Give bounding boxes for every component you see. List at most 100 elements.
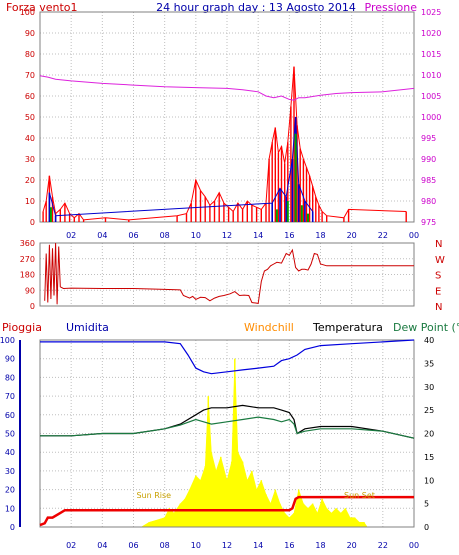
humidity-tick-label: 10: [5, 504, 15, 513]
temperature-tick-label: 10: [424, 476, 434, 485]
wind-pressure-x-tick-label: 22: [378, 231, 388, 240]
wind-speed-tick-label: 20: [25, 176, 35, 185]
wind-pressure-x-tick-label: 14: [253, 231, 263, 240]
compass-label: E: [435, 286, 441, 297]
pressure-tick-label: 995: [421, 134, 436, 143]
solar-spikes: [148, 358, 365, 527]
wind-direction-tick-label: 360: [20, 239, 35, 248]
humidity-temperature-panel: 0102030405060708090100051015202530354002…: [0, 336, 434, 550]
wind-pressure-x-tick-label: 16: [284, 231, 294, 240]
pressure-tick-label: 1025: [421, 8, 441, 17]
wind-speed-tick-label: 100: [20, 8, 35, 17]
wind-pressure-x-tick-label: 02: [66, 231, 76, 240]
wind-speed-tick-label: 50: [25, 113, 35, 122]
wind-gust-series: [48, 116, 314, 217]
temperature-tick-label: 20: [424, 430, 434, 439]
humidity-temperature-x-tick-label: 20: [347, 541, 357, 550]
wind-direction-tick-label: 90: [25, 286, 35, 295]
wind-speed-bars: [42, 66, 407, 222]
wind-speed-tick-label: 10: [25, 197, 35, 206]
humidity-temperature-x-tick-label: 02: [66, 541, 76, 550]
graph-title: 24 hour graph day : 13 Agosto 2014: [156, 1, 356, 14]
wind-pressure-x-tick-label: 10: [191, 231, 201, 240]
pressure-tick-label: 980: [421, 197, 436, 206]
humidity-temperature-x-tick-label: 06: [128, 541, 138, 550]
temperature-tick-label: 5: [424, 500, 429, 509]
humidity-temperature-x-tick-label: 18: [315, 541, 325, 550]
humidity-tick-label: 70: [5, 392, 15, 401]
wind-direction-frame: [39, 242, 415, 307]
humidity-tick-label: 20: [5, 486, 15, 495]
wind-lull-bars: [49, 133, 309, 222]
wind-pressure-frame: [39, 11, 415, 223]
humidity-tick-label: 50: [5, 430, 15, 439]
pressure-tick-label: 1015: [421, 50, 441, 59]
wind-speed-tick-label: 80: [25, 50, 35, 59]
wind-pressure-x-tick-label: 04: [97, 231, 107, 240]
wind-speed-tick-label: 90: [25, 29, 35, 38]
pressure-series: [39, 75, 415, 101]
wind-speed-tick-label: 40: [25, 134, 35, 143]
humidity-temperature-x-tick-label: 12: [222, 541, 232, 550]
temperature-tick-label: 40: [424, 336, 434, 345]
wind-direction-tick-label: 180: [20, 271, 35, 280]
rain-label: Pioggia: [2, 321, 42, 334]
temperature-tick-label: 0: [424, 523, 429, 532]
humidity-tick-label: 30: [5, 467, 15, 476]
wind-direction-tick-label: 0: [30, 302, 35, 311]
humidity-temperature-x-tick-label: 14: [253, 541, 263, 550]
pressure-tick-label: 990: [421, 155, 436, 164]
humidity-temperature-x-tick-label: 00: [409, 541, 419, 550]
humidity-tick-label: 90: [5, 355, 15, 364]
wind-speed-tick-label: 0: [30, 218, 35, 227]
wind-direction-tick-label: 270: [20, 255, 35, 264]
pressure-tick-label: 975: [421, 218, 436, 227]
humidity-tick-label: 100: [0, 336, 15, 345]
dewpoint-series: [40, 416, 415, 439]
compass-label: S: [435, 271, 441, 282]
pressure-tick-label: 1000: [421, 113, 441, 122]
pressure-tick-label: 1020: [421, 29, 441, 38]
windchill-label: Windchill: [244, 321, 294, 334]
wind-speed-tick-label: 60: [25, 92, 35, 101]
wind-speed-label: Forza vento1: [6, 1, 78, 14]
wind-pressure-x-tick-label: 12: [222, 231, 232, 240]
compass-label: W: [435, 255, 445, 266]
temperature-label: Temperatura: [312, 321, 383, 334]
humidity-tick-label: 80: [5, 373, 15, 382]
pressure-tick-label: 1005: [421, 92, 441, 101]
temperature-tick-label: 30: [424, 383, 434, 392]
wind-pressure-x-tick-label: 18: [315, 231, 325, 240]
humidity-tick-label: 0: [10, 523, 15, 532]
wind-pressure-x-tick-label: 06: [128, 231, 138, 240]
pressure-tick-label: 985: [421, 176, 436, 185]
temperature-tick-label: 15: [424, 453, 434, 462]
wind-speed-tick-label: 70: [25, 71, 35, 80]
humidity-temperature-x-tick-label: 08: [160, 541, 170, 550]
wind-pressure-x-tick-label: 20: [347, 231, 357, 240]
humidity-series: [40, 339, 415, 375]
wind-speed-tick-label: 30: [25, 155, 35, 164]
humidity-temperature-x-tick-label: 10: [191, 541, 201, 550]
wind-pressure-panel: 0102030405060708090100975980985990995100…: [20, 8, 442, 240]
rain-series: [39, 495, 414, 527]
dewpoint-label: Dew Point (°C: [393, 321, 459, 334]
humidity-tick-label: 40: [5, 448, 15, 457]
sun-rise-label: Sun Rise: [136, 491, 171, 500]
sun-set-label: Sun Set: [344, 491, 375, 500]
pressure-tick-label: 1010: [421, 71, 441, 80]
wind-direction-series: [44, 242, 414, 305]
humidity-tick-label: 60: [5, 411, 15, 420]
wind-pressure-x-tick-label: 00: [409, 231, 419, 240]
compass-label: N: [435, 302, 442, 313]
wind-pressure-x-tick-label: 08: [160, 231, 170, 240]
temperature-tick-label: 25: [424, 406, 434, 415]
pressure-label: Pressione: [365, 1, 418, 14]
humidity-temperature-x-tick-label: 16: [284, 541, 294, 550]
humidity-temperature-frame: [39, 339, 415, 528]
temperature-tick-label: 35: [424, 359, 434, 368]
